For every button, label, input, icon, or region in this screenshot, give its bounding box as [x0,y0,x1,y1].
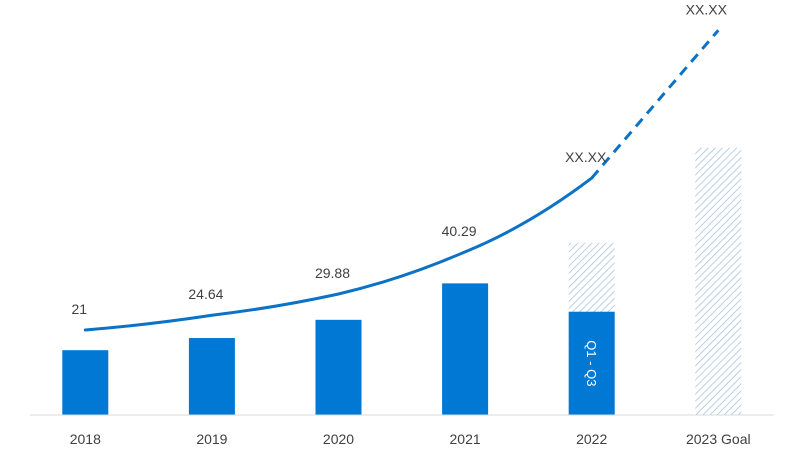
bar-2018 [62,350,109,415]
line-value-label: 24.64 [188,286,223,302]
line-value-label: XX.XX [565,149,607,165]
bar-inner-label: Q1 - Q3 [584,340,599,386]
labels-layer: Q1 - Q3 21 24.64 29.88 40.29 XX.XX XX.XX [72,1,728,386]
line-value-label: XX.XX [686,1,728,17]
line-value-label: 40.29 [442,223,477,239]
line-layer [83,29,720,332]
x-tick-label: 2022 [576,431,607,447]
line-value-label: 29.88 [315,265,350,281]
bar-2022 [568,311,615,415]
trend-line-projected [590,29,720,180]
line-value-label: 21 [72,301,88,317]
bar-2021 [442,283,489,415]
x-tick-label: 2018 [70,431,101,447]
bar-2019 [188,338,235,415]
x-tick-label: 2023 Goal [686,431,751,447]
bars-layer [62,147,742,415]
x-axis-ticks: 2018 2019 2020 2021 2022 2023 Goal [70,431,751,447]
trend-line-actual [83,176,594,332]
x-tick-label: 2021 [450,431,481,447]
bar-2020 [315,319,362,415]
projected-bar-2023-goal [695,147,742,415]
x-tick-label: 2019 [196,431,227,447]
x-tick-label: 2020 [323,431,354,447]
